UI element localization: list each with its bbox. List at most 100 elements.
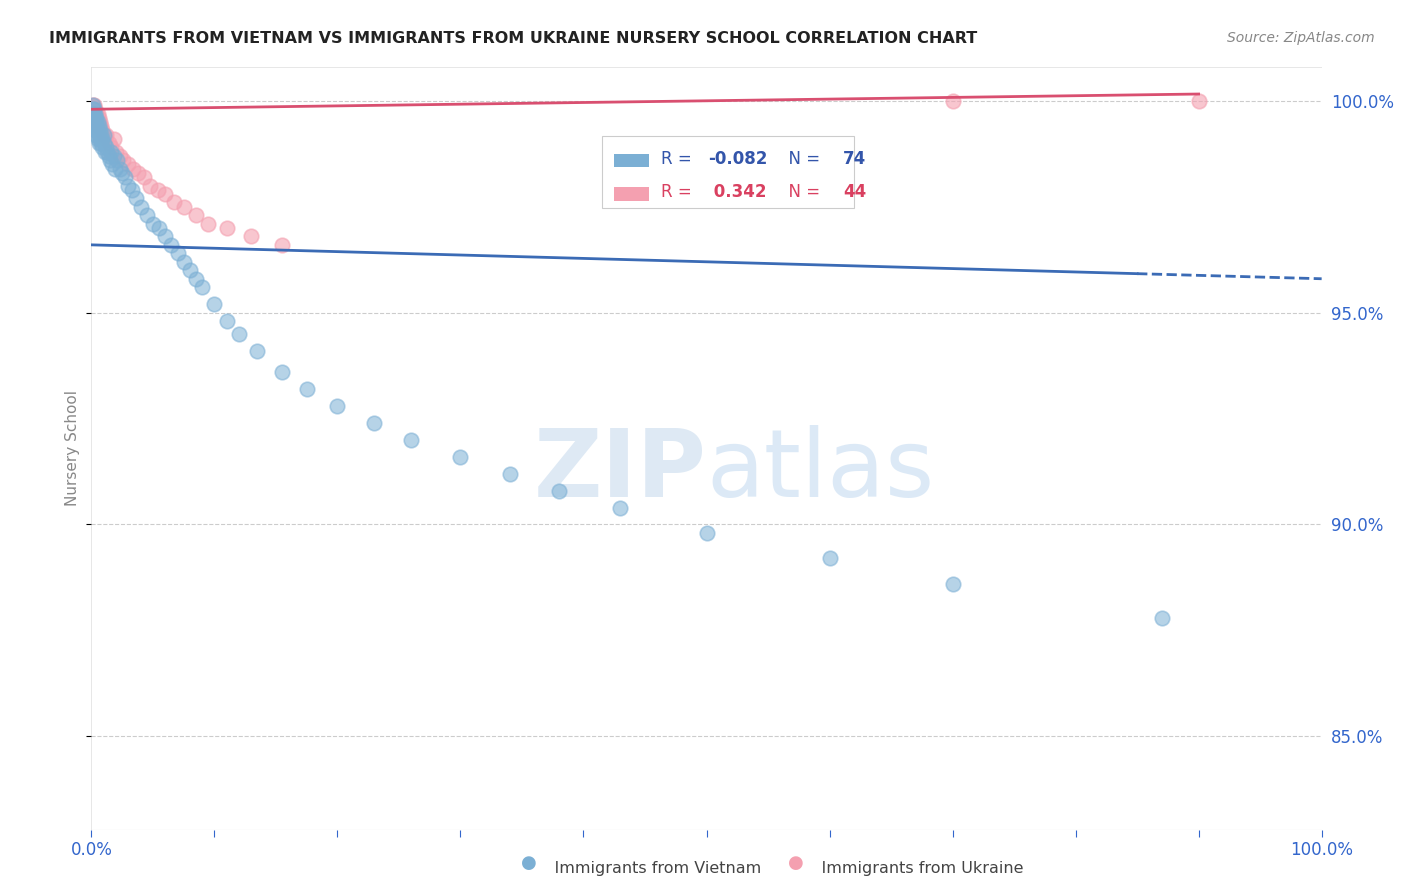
Immigrants from Vietnam: [84, 111, 107, 125]
Immigrants from Ukraine: [240, 229, 263, 244]
Immigrants from Ukraine: [89, 123, 111, 137]
Immigrants from Vietnam: [547, 483, 569, 498]
Immigrants from Vietnam: [173, 255, 195, 269]
Immigrants from Vietnam: [101, 157, 124, 171]
Immigrants from Vietnam: [84, 115, 107, 129]
Immigrants from Ukraine: [108, 149, 131, 163]
Immigrants from Ukraine: [86, 115, 108, 129]
Immigrants from Ukraine: [83, 102, 105, 116]
Immigrants from Vietnam: [941, 576, 963, 591]
Text: Source: ZipAtlas.com: Source: ZipAtlas.com: [1227, 31, 1375, 45]
Immigrants from Ukraine: [83, 98, 105, 112]
Immigrants from Vietnam: [84, 119, 107, 133]
Immigrants from Ukraine: [96, 128, 117, 142]
Immigrants from Ukraine: [82, 102, 104, 116]
Text: R =: R =: [661, 150, 697, 168]
Text: ●: ●: [520, 855, 537, 872]
Immigrants from Vietnam: [148, 220, 170, 235]
Immigrants from Vietnam: [129, 200, 152, 214]
Immigrants from Vietnam: [111, 166, 134, 180]
Immigrants from Vietnam: [89, 123, 111, 137]
Immigrants from Vietnam: [82, 98, 104, 112]
Immigrants from Vietnam: [104, 161, 127, 176]
Immigrants from Ukraine: [122, 161, 145, 176]
Text: IMMIGRANTS FROM VIETNAM VS IMMIGRANTS FROM UKRAINE NURSERY SCHOOL CORRELATION CH: IMMIGRANTS FROM VIETNAM VS IMMIGRANTS FR…: [49, 31, 977, 46]
Immigrants from Vietnam: [87, 136, 110, 150]
Immigrants from Ukraine: [112, 153, 135, 168]
Immigrants from Vietnam: [86, 128, 108, 142]
Immigrants from Ukraine: [117, 157, 139, 171]
Immigrants from Ukraine: [86, 111, 108, 125]
Immigrants from Vietnam: [93, 128, 115, 142]
Immigrants from Vietnam: [228, 326, 250, 341]
Text: atlas: atlas: [706, 425, 935, 517]
Immigrants from Vietnam: [86, 115, 108, 129]
Text: Immigrants from Ukraine: Immigrants from Ukraine: [801, 861, 1024, 876]
Immigrants from Vietnam: [83, 106, 105, 120]
Immigrants from Vietnam: [363, 416, 385, 430]
Immigrants from Vietnam: [246, 343, 269, 358]
Immigrants from Vietnam: [86, 132, 108, 146]
Bar: [614, 153, 648, 168]
Immigrants from Vietnam: [86, 123, 108, 137]
Immigrants from Vietnam: [215, 314, 238, 328]
Immigrants from Vietnam: [84, 123, 107, 137]
FancyBboxPatch shape: [602, 136, 853, 208]
Immigrants from Ukraine: [139, 178, 162, 193]
Immigrants from Ukraine: [86, 106, 108, 120]
Immigrants from Vietnam: [818, 551, 841, 566]
Immigrants from Vietnam: [97, 149, 120, 163]
Immigrants from Vietnam: [202, 297, 225, 311]
Immigrants from Ukraine: [86, 115, 108, 129]
Immigrants from Vietnam: [82, 106, 104, 120]
Immigrants from Ukraine: [87, 119, 110, 133]
Immigrants from Vietnam: [98, 153, 121, 168]
Immigrants from Ukraine: [83, 106, 105, 120]
Immigrants from Ukraine: [173, 200, 195, 214]
Text: 74: 74: [844, 150, 866, 168]
Text: -0.082: -0.082: [707, 150, 768, 168]
Immigrants from Vietnam: [83, 111, 105, 125]
Immigrants from Vietnam: [87, 128, 110, 142]
Immigrants from Ukraine: [93, 128, 115, 142]
Immigrants from Vietnam: [86, 115, 108, 129]
Immigrants from Vietnam: [87, 119, 110, 133]
Immigrants from Vietnam: [86, 111, 108, 125]
Immigrants from Vietnam: [90, 128, 112, 142]
Immigrants from Ukraine: [103, 132, 125, 146]
Immigrants from Ukraine: [146, 183, 169, 197]
Immigrants from Ukraine: [84, 111, 107, 125]
Immigrants from Vietnam: [609, 500, 631, 515]
Immigrants from Vietnam: [135, 208, 157, 222]
Immigrants from Vietnam: [91, 132, 114, 146]
Text: R =: R =: [661, 183, 697, 201]
Immigrants from Ukraine: [215, 220, 238, 235]
Immigrants from Vietnam: [89, 132, 111, 146]
Immigrants from Vietnam: [124, 191, 146, 205]
Immigrants from Vietnam: [153, 229, 177, 244]
Immigrants from Ukraine: [82, 98, 104, 112]
Text: 0.342: 0.342: [707, 183, 766, 201]
Text: N =: N =: [778, 183, 825, 201]
Immigrants from Vietnam: [94, 145, 117, 159]
Y-axis label: Nursery School: Nursery School: [65, 390, 80, 507]
Immigrants from Ukraine: [127, 166, 149, 180]
Immigrants from Ukraine: [94, 132, 117, 146]
Text: 44: 44: [844, 183, 866, 201]
Immigrants from Ukraine: [941, 94, 963, 108]
Immigrants from Vietnam: [184, 271, 207, 285]
Immigrants from Vietnam: [1150, 610, 1173, 624]
Immigrants from Vietnam: [191, 280, 214, 294]
Immigrants from Vietnam: [449, 450, 471, 464]
Immigrants from Vietnam: [179, 263, 201, 277]
Text: ZIP: ZIP: [534, 425, 706, 517]
Immigrants from Ukraine: [86, 106, 108, 120]
Immigrants from Vietnam: [84, 106, 107, 120]
Immigrants from Vietnam: [142, 217, 165, 231]
Immigrants from Vietnam: [117, 178, 139, 193]
Immigrants from Vietnam: [93, 136, 115, 150]
Immigrants from Ukraine: [163, 195, 186, 210]
Text: ●: ●: [787, 855, 804, 872]
Immigrants from Ukraine: [84, 102, 107, 116]
Immigrants from Vietnam: [105, 153, 128, 168]
